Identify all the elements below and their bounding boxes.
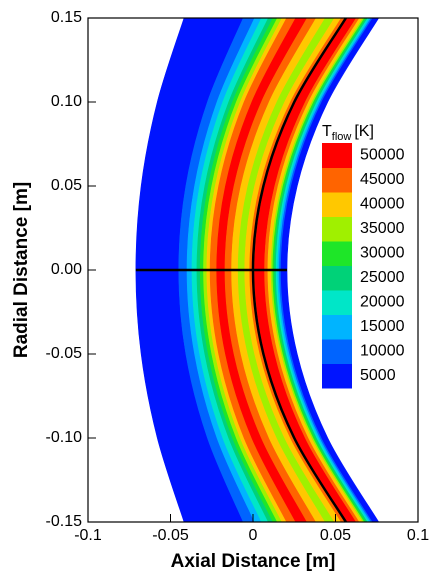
colorbar-swatch bbox=[322, 290, 352, 315]
colorbar-swatch bbox=[322, 339, 352, 364]
contour-field bbox=[135, 17, 380, 523]
colorbar-swatch bbox=[322, 314, 352, 340]
x-tick-label: -0.1 bbox=[74, 527, 102, 544]
colorbar-swatch bbox=[322, 363, 352, 389]
colorbar-label: 30000 bbox=[360, 244, 405, 261]
x-tick-label: 0 bbox=[249, 527, 258, 544]
y-tick-label: 0.00 bbox=[51, 261, 82, 278]
y-axis-label: Radial Distance [m] bbox=[11, 182, 32, 358]
colorbar-label: 25000 bbox=[360, 269, 405, 286]
colorbar-swatch bbox=[322, 192, 352, 217]
y-tick-label: -0.10 bbox=[46, 429, 83, 446]
x-tick-label: -0.05 bbox=[152, 527, 189, 544]
colorbar-label: 15000 bbox=[360, 318, 405, 335]
x-tick-label: 0.1 bbox=[407, 527, 429, 544]
colorbar-swatch bbox=[322, 216, 352, 242]
x-axis-label: Axial Distance [m] bbox=[171, 551, 336, 572]
colorbar-swatch bbox=[322, 241, 352, 266]
colorbar-swatch bbox=[322, 265, 352, 291]
colorbar-swatch bbox=[322, 143, 352, 168]
colorbar-swatch bbox=[322, 167, 352, 193]
colorbar-label: 45000 bbox=[360, 171, 405, 188]
y-tick-label: 0.15 bbox=[51, 9, 82, 26]
colorbar-label: 50000 bbox=[360, 146, 405, 163]
colorbar-label: 5000 bbox=[360, 367, 396, 384]
y-tick-label: -0.15 bbox=[46, 513, 83, 530]
colorbar-title-unit: [K] bbox=[354, 123, 374, 140]
colorbar-title-main: T bbox=[322, 123, 332, 140]
y-tick-label: 0.10 bbox=[51, 93, 82, 110]
y-tick-label: -0.05 bbox=[46, 345, 83, 362]
colorbar-label: 10000 bbox=[360, 342, 405, 359]
colorbar-title-sub: flow bbox=[332, 131, 352, 143]
colorbar-title: Tflow [K] bbox=[322, 123, 374, 143]
colorbar-label: 35000 bbox=[360, 220, 405, 237]
y-tick-label: 0.05 bbox=[51, 177, 82, 194]
colorbar-label: 20000 bbox=[360, 293, 405, 310]
colorbar-label: 40000 bbox=[360, 195, 405, 212]
x-tick-label: 0.05 bbox=[320, 527, 351, 544]
